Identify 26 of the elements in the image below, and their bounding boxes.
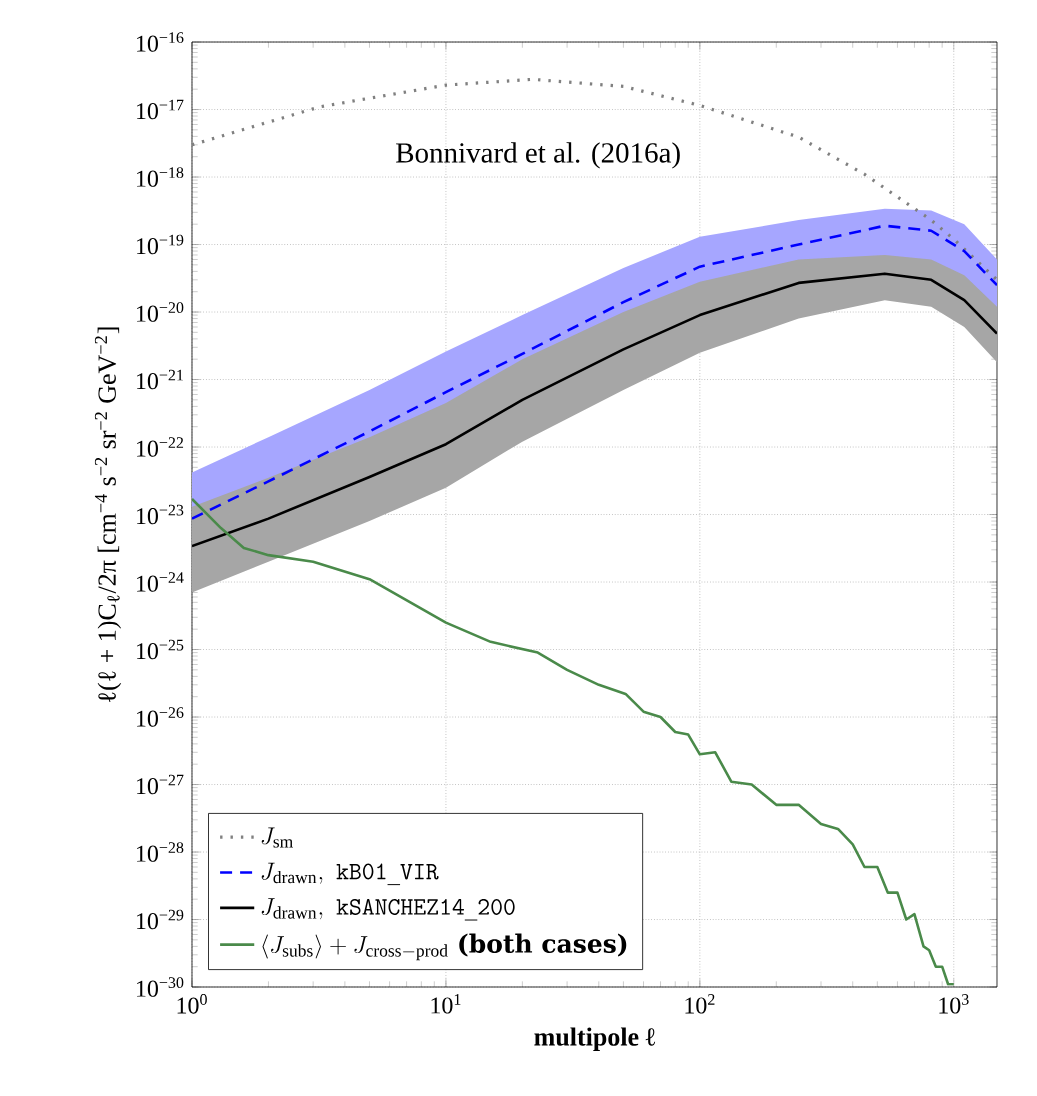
x-tick-label: 10$^{0}$ xyxy=(177,994,207,1014)
annotation: Bonnivard et al. (2016a) xyxy=(396,142,680,169)
y-tick-label: 10$^{−21}$ xyxy=(137,369,183,390)
y-tick-label: 10$^{−19}$ xyxy=(137,234,184,255)
legend-label: $J_{\mathrm{sm}}$ xyxy=(261,827,293,848)
x-tick-label: 10$^{1}$ xyxy=(431,994,461,1014)
y-tick-label: 10$^{−29}$ xyxy=(137,909,184,930)
legend-label: $\langle J_{\mathrm{subs}}\rangle + J_{\mathrm{cross-prod}}\ \textbf{(both cases)}$ xyxy=(262,933,627,961)
y-tick-label: 10$^{−18}$ xyxy=(137,167,184,187)
y-tick-label: 10$^{−23}$ xyxy=(137,504,184,525)
y-tick-label: 10$^{−28}$ xyxy=(137,842,184,862)
y-tick-label: 10$^{−24}$ xyxy=(137,572,184,592)
x-axis-title: multipole ℓ xyxy=(534,1027,656,1051)
y-tick-label: 10$^{−26}$ xyxy=(137,707,184,727)
y-tick-label: 10$^{−16}$ xyxy=(137,32,184,52)
y-tick-label: 10$^{−22}$ xyxy=(137,437,184,457)
legend-label: $J_{\mathrm{drawn}},\ \mathtt{kB01\_VIR}$ xyxy=(261,862,439,886)
y-tick-label: 10$^{−30}$ xyxy=(137,977,184,997)
y-tick-label: 10$^{−25}$ xyxy=(137,639,184,660)
legend-label: $J_{\mathrm{drawn}},\ \mathtt{kSANCHEZ14\_200}$ xyxy=(261,898,515,921)
x-tick-label: 10$^{2}$ xyxy=(685,994,715,1014)
y-tick-label: 10$^{−27}$ xyxy=(137,774,184,795)
y-tick-label: 10$^{−20}$ xyxy=(137,302,184,322)
x-tick-label: 10$^{3}$ xyxy=(939,994,969,1014)
text: ℓ(ℓ + 1)C$_{ℓ}$/2π [cm$^{−4}$ s$^{−2}$ sr$^{−2}$ GeV$^{−2}$] xyxy=(94,327,122,702)
y-tick-label: 10$^{−17}$ xyxy=(137,99,184,120)
